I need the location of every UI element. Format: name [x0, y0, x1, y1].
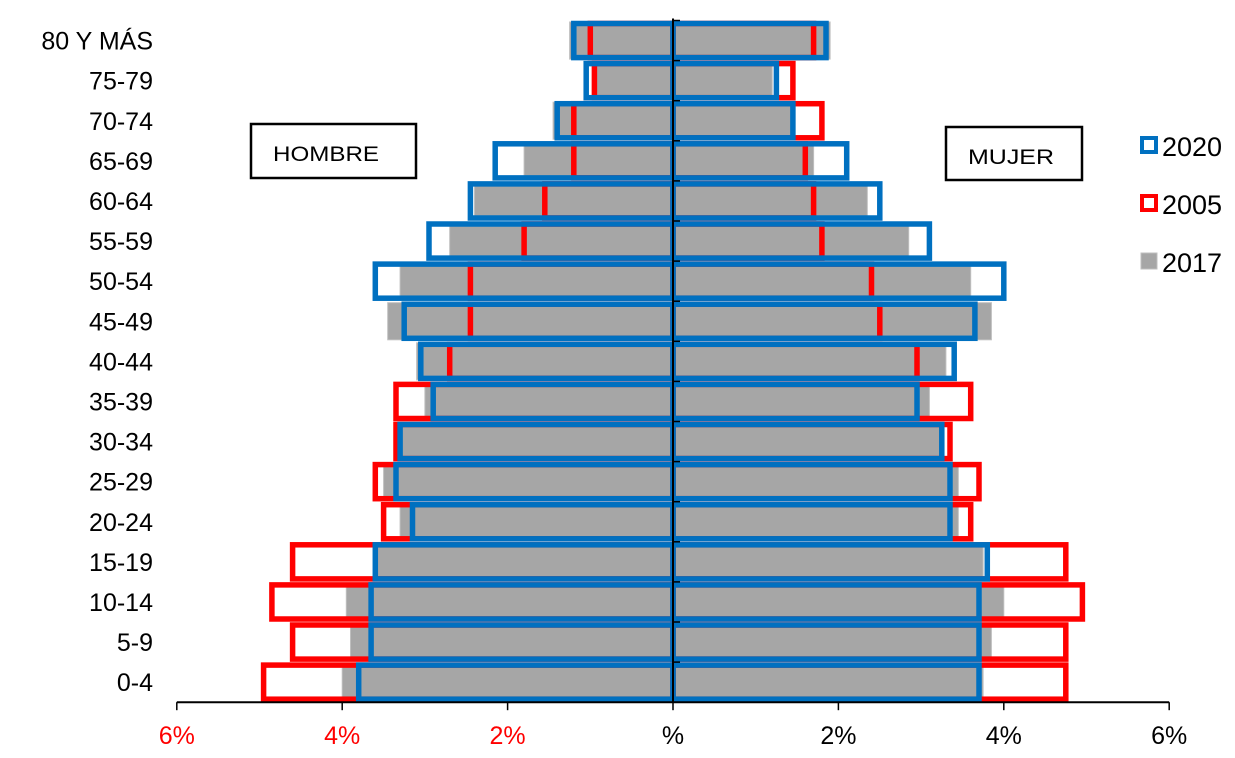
bar-2017-mujer	[672, 382, 930, 421]
bar-2017-hombre	[350, 623, 674, 662]
bar-2017-mujer	[672, 21, 831, 60]
y-tick-label: 55-59	[89, 228, 153, 256]
mujer-label-box: MUJER	[944, 125, 1084, 182]
x-tick-label: 6%	[159, 722, 195, 750]
bar-2017-mujer	[672, 462, 959, 501]
legend-label-2005: 2005	[1162, 190, 1222, 220]
bar-2017-mujer	[672, 502, 959, 541]
y-tick-label: 70-74	[89, 108, 153, 136]
hombre-label-box: HOMBRE	[249, 122, 418, 180]
axes	[176, 18, 1170, 711]
y-tick-label: 5-9	[117, 629, 153, 657]
bar-2017-mujer	[672, 422, 943, 461]
bar-2017-mujer	[672, 262, 972, 301]
legend-swatch-2005	[1140, 194, 1158, 212]
bar-2017-hombre	[399, 502, 674, 541]
bar-2017-mujer	[672, 101, 794, 140]
legend-swatch-2017	[1140, 252, 1158, 270]
y-tick-label: 40-44	[89, 348, 153, 376]
y-tick-label: 35-39	[89, 388, 153, 416]
bar-2017-hombre	[416, 342, 674, 381]
bar-2017-hombre	[374, 542, 674, 581]
x-tick-label: %	[662, 722, 684, 750]
bar-2017-mujer	[672, 342, 947, 381]
bar-2017-hombre	[387, 302, 674, 341]
bar-2017-mujer	[672, 582, 1005, 622]
bar-2017-hombre	[345, 582, 674, 622]
bar-2017-mujer	[672, 222, 910, 261]
bar-2017-hombre	[569, 21, 674, 60]
y-tick-label: 45-49	[89, 308, 153, 336]
bar-2017-mujer	[672, 302, 992, 341]
y-tick-label: 10-14	[89, 589, 153, 617]
bar-2017-hombre	[341, 663, 674, 702]
bar-2017-mujer	[672, 623, 992, 662]
y-tick-label: 0-4	[117, 669, 153, 697]
x-tick-label: 4%	[986, 722, 1022, 750]
legend-label-2020: 2020	[1162, 132, 1222, 162]
bar-2017-mujer	[672, 61, 773, 100]
bar-2017-hombre	[399, 262, 674, 301]
y-tick-label: 50-54	[89, 268, 153, 296]
hombre-label: HOMBRE	[273, 143, 379, 166]
y-tick-label: 20-24	[89, 509, 153, 537]
bar-2017-hombre	[383, 462, 674, 501]
bar-2017-mujer	[672, 663, 984, 702]
y-tick-label: 25-29	[89, 469, 153, 497]
x-axis-tick-labels: 6% 4% 2%% 2% 4% 6%	[159, 722, 1188, 750]
y-tick-label: 65-69	[89, 148, 153, 176]
legend-swatch-2020	[1140, 136, 1158, 154]
x-tick-label: 2%	[490, 722, 526, 750]
x-tick-label: 6%	[1151, 722, 1187, 750]
x-tick-label: 2%	[820, 722, 856, 750]
bar-2017-hombre	[424, 382, 674, 421]
bar-2017-mujer	[672, 542, 984, 581]
x-tick-label: 4%	[324, 722, 360, 750]
legend: 2020 2005 2017	[1140, 132, 1222, 278]
mujer-label: MUJER	[968, 146, 1054, 169]
legend-label-2017: 2017	[1162, 248, 1222, 278]
bar-2017-hombre	[523, 141, 674, 180]
bar-2017-mujer	[672, 141, 815, 180]
y-tick-label: 30-34	[89, 429, 153, 457]
y-tick-label: 60-64	[89, 188, 153, 216]
y-tick-label: 80 Y MÁS	[41, 27, 153, 56]
bar-2017-hombre	[449, 222, 674, 261]
y-tick-label: 75-79	[89, 68, 153, 96]
bar-2017-hombre	[474, 181, 674, 220]
bar-2017-hombre	[593, 61, 674, 100]
bar-2017-mujer	[672, 181, 868, 220]
bar-2017-hombre	[399, 422, 674, 461]
y-tick-label: 15-19	[89, 549, 153, 577]
y-axis-tick-labels: 0-4 5-9 10-14 15-19 20-24 25-29 30-34 35-39 40-4…	[41, 27, 153, 698]
